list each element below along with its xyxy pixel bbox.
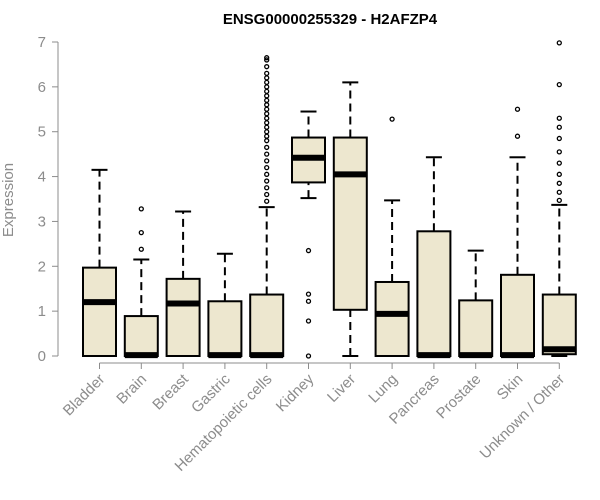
outlier-hematopoietic-cells-16 [264, 106, 270, 112]
outlier-hematopoietic-cells-19 [264, 93, 270, 99]
y-tick-label-2: 2 [38, 258, 46, 275]
outlier-hematopoietic-cells-13 [264, 120, 270, 126]
y-axis: 0 1 2 3 4 5 6 7 [38, 34, 59, 365]
outlier-hematopoietic-cells-8 [264, 144, 270, 151]
outlier-hematopoietic-cells-23 [264, 75, 270, 81]
outlier-hematopoietic-cells-24 [264, 70, 270, 77]
y-tick-label-4: 4 [38, 169, 46, 186]
outlier-unknown-other-2 [556, 180, 562, 186]
boxes-group [82, 40, 577, 359]
box-body-prostate [458, 299, 494, 357]
box-body-breast [165, 277, 201, 357]
outlier-hematopoietic-cells-25 [264, 64, 270, 70]
x-tick-label-kidney: Kidney [273, 370, 318, 415]
outlier-hematopoietic-cells-2 [264, 185, 270, 191]
outlier-hematopoietic-cells-26 [264, 57, 270, 63]
box-brain [123, 206, 159, 359]
outlier-hematopoietic-cells-10 [264, 133, 270, 139]
outlier-hematopoietic-cells-11 [264, 129, 270, 135]
outlier-kidney-0 [305, 353, 312, 359]
x-tick-label-bladder: Bladder [60, 371, 109, 420]
x-tick-label-liver: Liver [324, 371, 359, 406]
outlier-brain-1 [138, 229, 144, 236]
outlier-hematopoietic-cells-15 [264, 111, 270, 117]
box-body-skin [500, 273, 535, 357]
box-body-lung [374, 280, 410, 357]
outlier-hematopoietic-cells-5 [264, 164, 270, 171]
box-body-bladder [82, 266, 117, 358]
y-tick-label-1: 1 [38, 303, 46, 320]
box-skin [500, 106, 535, 359]
outlier-hematopoietic-cells-18 [264, 97, 270, 103]
x-tick-label-skin: Skin [494, 371, 527, 404]
outlier-hematopoietic-cells-1 [264, 191, 270, 198]
outlier-kidney-3 [305, 291, 312, 297]
box-body-gastric [207, 300, 243, 358]
y-axis-label: Expression [0, 163, 17, 237]
y-tick-label-5: 5 [38, 124, 46, 141]
box-prostate [458, 249, 494, 359]
box-lung [374, 116, 410, 357]
outlier-unknown-other-5 [556, 149, 562, 155]
outlier-hematopoietic-cells-6 [264, 158, 270, 164]
outlier-hematopoietic-cells-17 [264, 102, 270, 108]
y-tick-label-3: 3 [38, 213, 46, 230]
box-body-liver [332, 136, 368, 311]
y-tick-label-0: 0 [38, 348, 46, 365]
box-hematopoietic-cells [249, 55, 285, 359]
outlier-hematopoietic-cells-3 [264, 178, 270, 184]
box-body-brain [123, 315, 159, 358]
chart-title: ENSG00000255329 - H2AFZP4 [223, 11, 438, 28]
outlier-hematopoietic-cells-22 [264, 79, 270, 86]
box-body-hematopoietic-cells [249, 293, 285, 357]
outlier-unknown-other-10 [556, 40, 562, 46]
y-tick-label-7: 7 [38, 34, 46, 51]
outlier-hematopoietic-cells-20 [264, 88, 270, 94]
outlier-hematopoietic-cells-0 [264, 198, 270, 204]
box-gastric [207, 252, 243, 359]
x-tick-label-brain: Brain [113, 371, 150, 408]
outlier-unknown-other-4 [556, 160, 562, 166]
box-breast [165, 210, 201, 357]
outlier-kidney-4 [305, 247, 312, 254]
outlier-skin-1 [514, 106, 521, 112]
box-pancreas [416, 156, 452, 359]
outlier-unknown-other-9 [556, 81, 562, 88]
outlier-brain-0 [138, 246, 144, 252]
outlier-lung-0 [389, 116, 395, 122]
outlier-hematopoietic-cells-9 [264, 138, 270, 144]
box-unknown-other [541, 40, 577, 357]
y-tick-label-6: 6 [38, 79, 46, 96]
outlier-hematopoietic-cells-27 [264, 55, 270, 61]
outlier-unknown-other-7 [556, 124, 562, 130]
outlier-unknown-other-1 [556, 189, 562, 195]
outlier-unknown-other-3 [556, 171, 562, 177]
outlier-unknown-other-6 [556, 135, 562, 142]
outlier-kidney-2 [305, 298, 312, 304]
outlier-hematopoietic-cells-21 [264, 84, 270, 90]
box-liver [332, 81, 368, 357]
box-kidney [291, 110, 326, 359]
outlier-unknown-other-8 [556, 115, 562, 121]
outlier-brain-2 [138, 206, 144, 212]
outlier-hematopoietic-cells-4 [264, 171, 270, 177]
outlier-kidney-1 [305, 318, 312, 324]
x-tick-label-lung: Lung [365, 371, 401, 407]
outlier-hematopoietic-cells-12 [264, 124, 270, 130]
x-tick-label-breast: Breast [149, 370, 192, 413]
x-tick-label-prostate: Prostate [433, 371, 485, 423]
box-body-unknown-other [541, 293, 577, 356]
outlier-skin-0 [514, 133, 521, 139]
box-body-pancreas [416, 230, 452, 358]
box-bladder [82, 168, 117, 358]
outlier-hematopoietic-cells-7 [264, 151, 270, 157]
outlier-unknown-other-0 [556, 197, 562, 203]
outlier-hematopoietic-cells-14 [264, 115, 270, 121]
